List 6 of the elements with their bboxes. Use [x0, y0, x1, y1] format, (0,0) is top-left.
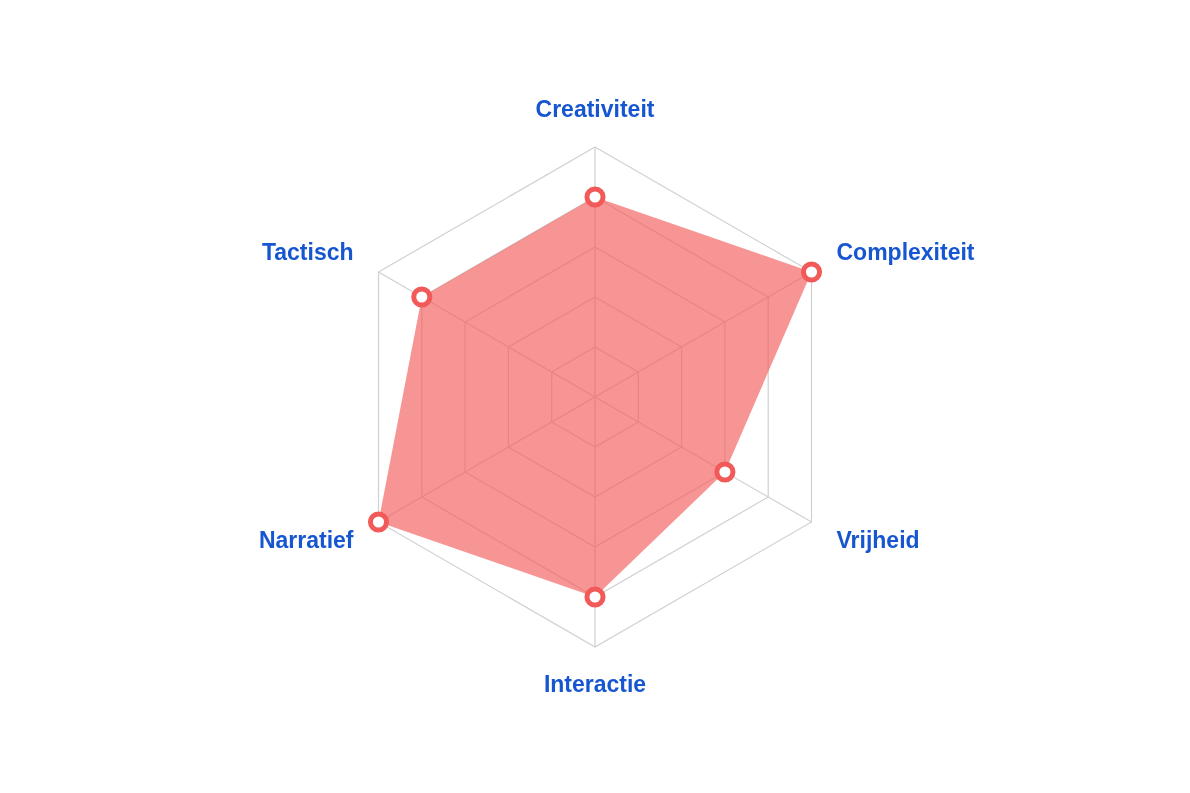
spoke-label: Complexiteit [836, 239, 975, 266]
spoke-label: Creativiteit [535, 95, 655, 122]
spoke-label: Vrijheid [836, 526, 920, 553]
spoke-label: Narratief [258, 526, 354, 553]
spoke-label: Tactisch [261, 239, 354, 266]
spoke-label: Interactie [543, 670, 647, 697]
